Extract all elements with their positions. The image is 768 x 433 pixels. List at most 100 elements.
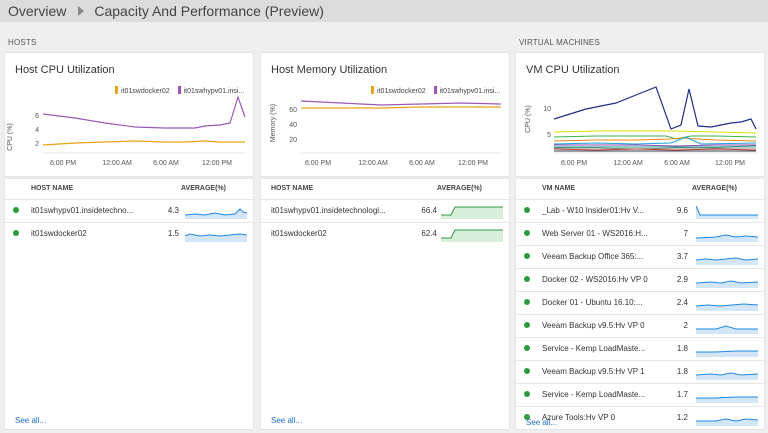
sparkline (696, 372, 758, 380)
y-tick: 10 (543, 106, 551, 113)
host-name[interactable]: it01swhypv01.insidetechno... (31, 206, 134, 215)
vm-name[interactable]: Web Server 01 - WS2016:H... (542, 229, 648, 238)
series-line-hypv01 (300, 100, 502, 106)
vm-name[interactable]: Azure Tools:Hv VP 0 (542, 413, 616, 422)
status-ok-icon (524, 368, 530, 374)
column-header-host-name[interactable]: HOST NAME (271, 185, 313, 192)
see-all-link[interactable]: See all... (271, 416, 303, 425)
table-row[interactable]: it01swdocker02 1.5 (5, 222, 253, 245)
series-line-vm-7 (554, 145, 757, 148)
page-title: Capacity And Performance (Preview) (94, 3, 324, 19)
y-axis-label: CPU (%) (525, 105, 532, 133)
vm-name[interactable]: Veeam Backup Office 365:... (542, 252, 644, 261)
host-memory-chart: Memory (%) 60 40 20 6:00 PM 12:00 AM 6:0… (270, 100, 502, 167)
legend-item: it01swhypv01.insi... (177, 86, 245, 95)
y-tick: 20 (289, 137, 297, 144)
table-row[interactable]: Veeam Backup v9.5:Hv VP 0 2 (516, 314, 764, 337)
table-row[interactable]: it01swdocker02 62.4 (261, 222, 509, 245)
average-value: 1.7 (676, 390, 688, 399)
table-row[interactable]: Docker 02 - WS2016:Hv VP 0 2.9 (516, 268, 764, 291)
series-line-vm-9 (553, 148, 757, 151)
host-name[interactable]: it01swhypv01.insidetechnologi... (271, 206, 386, 215)
x-tick: 6:00 AM (153, 160, 179, 167)
vm-name[interactable]: Docker 02 - WS2016:Hv VP 0 (542, 275, 648, 284)
vm-cpu-chart-card[interactable]: VM CPU Utilization CPU (%) 10 5 6:00 PM … (516, 53, 764, 176)
y-tick: 60 (289, 107, 297, 114)
breadcrumb-overview[interactable]: Overview (8, 3, 67, 19)
sparkline (441, 206, 503, 219)
table-row[interactable]: Azure Tools:Hv VP 0 1.2 (516, 406, 764, 429)
see-all-link[interactable]: See all... (15, 416, 47, 425)
host-memory-table-card: HOST NAME AVERAGE(%) it01swhypv01.inside… (261, 179, 509, 429)
y-tick: 4 (35, 127, 39, 134)
status-ok-icon (13, 207, 19, 213)
status-ok-icon (524, 230, 530, 236)
column-header-vm-name[interactable]: VM NAME (542, 185, 576, 192)
see-all-link[interactable]: See all... (526, 418, 558, 427)
y-axis-label: Memory (%) (270, 104, 277, 142)
column-header-average[interactable]: AVERAGE(%) (181, 185, 226, 192)
host-cpu-table-card: HOST NAME AVERAGE(%) it01swhypv01.inside… (5, 179, 253, 429)
legend-item: it01swdocker02 (115, 86, 170, 95)
vm-name[interactable]: Veeam Backup v9.5:Hv VP 0 (542, 321, 645, 330)
vm-name[interactable]: Docker 01 - Ubuntu 16.10:... (542, 298, 643, 307)
legend-label: it01swdocker02 (121, 88, 170, 95)
legend-swatch (371, 86, 374, 94)
table-row[interactable]: _Lab - W10 Insider01:Hv V... 9.6 (516, 199, 764, 222)
vm-table-card: VM NAME AVERAGE(%) _Lab - W10 Insider01:… (516, 179, 764, 429)
sparkline (441, 229, 503, 242)
legend-label: it01swhypv01.insi... (183, 88, 245, 95)
y-tick: 6 (35, 113, 39, 120)
x-tick: 6:00 PM (561, 160, 587, 167)
legend-swatch (433, 86, 437, 94)
status-ok-icon (524, 414, 530, 420)
status-ok-icon (524, 253, 530, 259)
average-value: 3.7 (676, 252, 688, 261)
table-row[interactable]: Veeam Backup Office 365:... 3.7 (516, 245, 764, 268)
column-header-host-name[interactable]: HOST NAME (31, 185, 73, 192)
column-header-average[interactable]: AVERAGE(%) (437, 185, 482, 192)
x-tick: 12:00 AM (102, 160, 132, 167)
vm-name[interactable]: _Lab - W10 Insider01:Hv V... (542, 206, 644, 215)
legend-swatch (177, 86, 181, 94)
table-row[interactable]: it01swhypv01.insidetechno... 4.3 (5, 199, 253, 222)
sparkline (696, 280, 758, 288)
host-name[interactable]: it01swdocker02 (271, 229, 327, 238)
vm-name[interactable]: Service - Kemp LoadMaste... (542, 390, 646, 399)
sparkline (696, 350, 758, 357)
x-tick: 12:00 AM (358, 160, 388, 167)
table-row[interactable]: Veeam Backup v9.5:Hv VP 1 1.8 (516, 360, 764, 383)
breadcrumb: Overview Capacity And Performance (Previ… (0, 0, 768, 22)
sparkline (696, 418, 758, 426)
table-row[interactable]: it01swhypv01.insidetechnologi... 66.4 (261, 199, 509, 222)
status-ok-icon (524, 299, 530, 305)
host-memory-legend: it01swdocker02 it01swhypv01.insi... (371, 86, 506, 95)
host-memory-chart-card[interactable]: Host Memory Utilization it01swdocker02 i… (261, 53, 509, 176)
average-value: 2.4 (676, 298, 688, 307)
average-value: 7 (683, 229, 688, 238)
sparkline (696, 257, 758, 265)
legend-label: it01swhypv01.insi... (439, 88, 501, 95)
sparkline (696, 234, 758, 242)
x-tick: 12:00 PM (458, 160, 488, 167)
x-tick: 12:00 PM (202, 160, 232, 167)
vm-name[interactable]: Service - Kemp LoadMaste... (542, 344, 646, 353)
table-row[interactable]: Service - Kemp LoadMaste... 1.7 (516, 383, 764, 406)
average-value: 2.9 (676, 275, 688, 284)
status-ok-icon (524, 345, 530, 351)
table-row[interactable]: Docker 01 - Ubuntu 16.10:... 2.4 (516, 291, 764, 314)
host-name[interactable]: it01swdocker02 (31, 229, 87, 238)
sparkline (696, 325, 758, 334)
table-row[interactable]: Service - Kemp LoadMaste... 1.8 (516, 337, 764, 360)
host-cpu-chart-card[interactable]: Host CPU Utilization it01swdocker02 it01… (5, 53, 253, 176)
status-ok-icon (524, 322, 530, 328)
column-header-average[interactable]: AVERAGE(%) (692, 185, 737, 192)
section-label-vms: VIRTUAL MACHINES (519, 38, 600, 47)
status-ok-icon (13, 230, 19, 236)
average-value: 4.3 (167, 206, 179, 215)
vm-name[interactable]: Veeam Backup v9.5:Hv VP 1 (542, 367, 645, 376)
average-value: 9.6 (676, 206, 688, 215)
status-ok-icon (524, 391, 530, 397)
table-row[interactable]: Web Server 01 - WS2016:H... 7 (516, 222, 764, 245)
series-line-docker02 (301, 106, 501, 109)
